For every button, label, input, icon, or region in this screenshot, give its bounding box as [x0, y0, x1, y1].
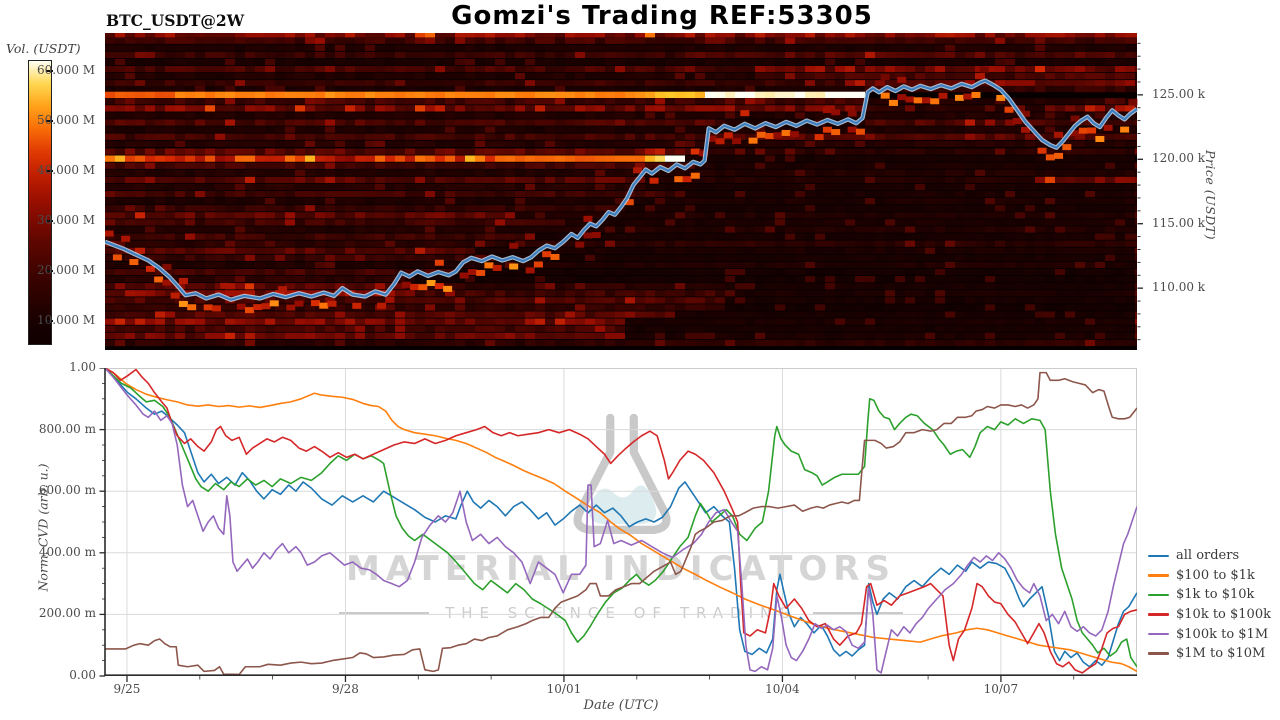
date-tick-label: 10/07 [983, 682, 1019, 696]
legend-line-swatch [1148, 632, 1169, 636]
legend-label: $100k to $1M [1176, 626, 1269, 642]
volume-colorbar [28, 60, 52, 345]
price-axis-label: Price (USDT) [1203, 150, 1218, 240]
cvd-ytick-label: 200.00 m [38, 606, 96, 621]
cvd-chart-canvas [97, 368, 1137, 684]
price-tick-label: 115.00 k [1152, 215, 1206, 230]
price-tick-label: 120.00 k [1152, 151, 1206, 166]
cvd-ytick-label: 400.00 m [38, 544, 96, 559]
colorbar-tickmark [46, 120, 53, 122]
colorbar-tickmark [46, 170, 53, 172]
legend-line-swatch [1148, 554, 1169, 558]
colorbar-tick-label: 10.000 M [37, 313, 96, 327]
cvd-ytick-label: 1.00 [69, 360, 96, 374]
legend-item: $1M to $10M [1148, 644, 1271, 664]
date-tick-label: 10/01 [546, 682, 582, 696]
cvd-ytick-label: 0.00 [69, 668, 96, 682]
colorbar-tickmark [46, 220, 53, 222]
cvd-ytick-label: 800.00 m [38, 421, 96, 436]
colorbar-tick-label: 60.000 M [37, 63, 96, 77]
legend-item: $100 to $1k [1148, 566, 1271, 586]
legend-item: $10k to $100k [1148, 605, 1271, 625]
date-tick-label: 10/04 [765, 682, 800, 696]
legend-line-swatch [1148, 613, 1169, 616]
date-tick-label: 9/25 [113, 682, 141, 696]
colorbar-tick-label: 30.000 M [37, 213, 96, 227]
legend-label: $100 to $1k [1176, 567, 1255, 583]
legend-line-swatch [1148, 574, 1169, 577]
legend-item: $1k to $10k [1148, 585, 1271, 605]
legend-item: $100k to $1M [1148, 624, 1271, 644]
colorbar-axis-label: Vol. (USDT) [6, 41, 81, 56]
legend-line-swatch [1148, 593, 1169, 597]
legend-label: $1M to $10M [1176, 646, 1266, 662]
legend-label: $1k to $10k [1176, 587, 1255, 603]
price-tick-label: 125.00 k [1152, 86, 1206, 101]
legend-label: $10k to $100k [1176, 607, 1271, 623]
legend: all orders $100 to $1k $1k to $10k $10k to … [1148, 546, 1271, 664]
price-tick-label: 110.00 k [1152, 280, 1206, 295]
cvd-axis-label: Norm. CVD (arb. u.) [35, 463, 51, 592]
colorbar-tick-label: 50.000 M [37, 113, 96, 127]
colorbar-tickmark [46, 320, 53, 322]
chart-title: Gomzi's Trading REF:53305 [451, 1, 873, 31]
legend-item: all orders [1148, 546, 1271, 566]
colorbar-tick-label: 40.000 M [37, 163, 96, 177]
cvd-ytick-label: 600.00 m [38, 483, 96, 498]
orderbook-heatmap-canvas [105, 33, 1145, 350]
legend-line-swatch [1148, 652, 1169, 656]
date-axis-label: Date (UTC) [583, 698, 659, 713]
date-tick-label: 9/28 [331, 682, 359, 696]
colorbar-tickmark [46, 70, 53, 72]
colorbar-tickmark [46, 270, 53, 272]
colorbar-tick-label: 20.000 M [37, 263, 96, 277]
legend-label: all orders [1176, 548, 1240, 564]
symbol-label: BTC_USDT@2W [106, 11, 245, 30]
